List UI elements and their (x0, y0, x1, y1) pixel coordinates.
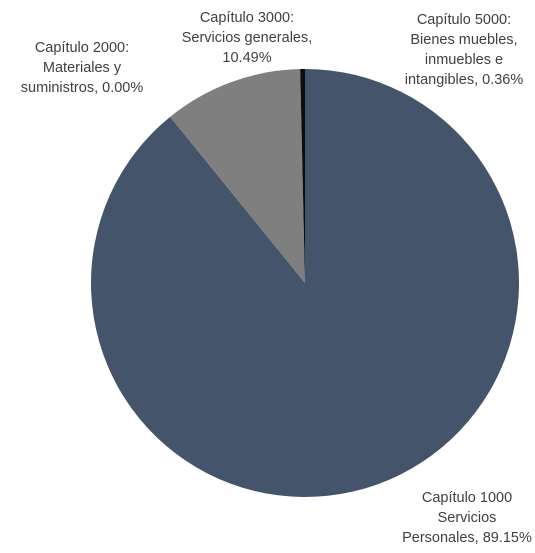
data-labels: Capítulo 1000 Servicios Personales, 89.15%… (21, 10, 532, 546)
pie-slice-cap-tulo-1000 (90, 69, 519, 498)
data-label-cap-tulo-1000: Capítulo 1000 Servicios Personales, 89.15% (402, 490, 532, 546)
data-label-cap-tulo-2000: Capítulo 2000: Materiales y suministros, 0… (21, 40, 144, 96)
pie-slice-cap-tulo-3000 (170, 69, 305, 283)
pie-slice-cap-tulo-5000 (300, 68, 305, 283)
pie-slices (90, 68, 519, 498)
data-label-cap-tulo-3000: Capítulo 3000: Servicios generales, 10.49% (182, 10, 313, 66)
data-label-cap-tulo-5000: Capítulo 5000: Bienes muebles, inmuebles e… (405, 12, 524, 88)
